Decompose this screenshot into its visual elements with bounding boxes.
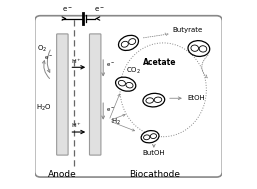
FancyBboxPatch shape (57, 34, 68, 155)
Text: e$^-$: e$^-$ (44, 54, 53, 62)
Ellipse shape (118, 80, 125, 86)
Ellipse shape (143, 93, 165, 107)
Text: EtOH: EtOH (188, 95, 205, 101)
Ellipse shape (118, 35, 139, 50)
Text: e$^-$: e$^-$ (106, 62, 115, 70)
Text: Butyrate: Butyrate (173, 27, 203, 33)
FancyBboxPatch shape (89, 34, 101, 155)
Ellipse shape (191, 45, 199, 51)
Text: CO$_2$: CO$_2$ (126, 66, 141, 76)
Text: H$^+$: H$^+$ (71, 57, 81, 66)
Text: H$^+$: H$^+$ (71, 121, 81, 130)
Ellipse shape (129, 39, 136, 45)
Text: Acetate: Acetate (143, 58, 176, 67)
Text: e$^-$: e$^-$ (106, 106, 115, 114)
Ellipse shape (116, 77, 136, 91)
FancyBboxPatch shape (35, 16, 222, 177)
Text: O$_2$: O$_2$ (38, 43, 48, 54)
Ellipse shape (144, 135, 150, 140)
Ellipse shape (150, 134, 157, 139)
Text: Anode: Anode (48, 170, 77, 179)
Text: H$_2$O: H$_2$O (36, 102, 52, 113)
Ellipse shape (121, 41, 128, 47)
Text: e$^-$: e$^-$ (94, 5, 105, 14)
Ellipse shape (199, 46, 207, 52)
Ellipse shape (188, 41, 210, 57)
Text: ButOH: ButOH (143, 150, 165, 156)
FancyArrowPatch shape (202, 55, 208, 78)
Ellipse shape (146, 98, 153, 103)
Text: Biocathode: Biocathode (129, 170, 180, 179)
Text: H$_2$: H$_2$ (111, 117, 121, 127)
Ellipse shape (126, 82, 133, 88)
Ellipse shape (141, 131, 159, 143)
Text: e$^-$: e$^-$ (62, 5, 73, 14)
Ellipse shape (154, 97, 162, 102)
